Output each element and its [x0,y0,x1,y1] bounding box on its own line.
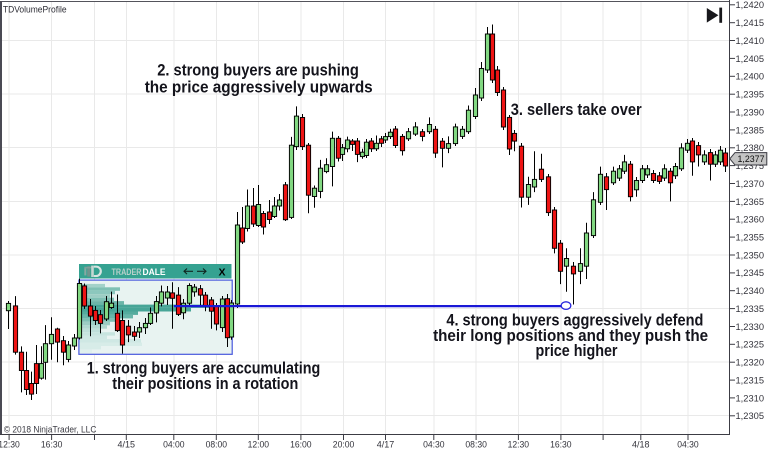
svg-text:their long positions and they: their long positions and they push the [433,326,708,345]
svg-text:08:00: 08:00 [206,440,228,451]
svg-text:1,2330: 1,2330 [736,322,765,333]
svg-text:1,2390: 1,2390 [736,107,765,118]
svg-text:1,2310: 1,2310 [736,393,765,404]
svg-text:2. strong buyers are pushing: 2. strong buyers are pushing [157,60,359,79]
svg-text:20:00: 20:00 [333,440,355,451]
svg-text:16:30: 16:30 [550,440,572,451]
svg-text:1. strong buyers are accumulat: 1. strong buyers are accumulating [87,359,320,378]
svg-text:1,2315: 1,2315 [736,376,765,387]
svg-text:4/17: 4/17 [377,440,395,451]
svg-text:1,2305: 1,2305 [736,411,765,422]
svg-text:1,2375: 1,2375 [736,161,765,172]
svg-text:TDVolumeProfile: TDVolumeProfile [3,5,67,16]
svg-text:4. strong buyers aggressively: 4. strong buyers aggressively defend [446,310,703,329]
svg-text:1,2380: 1,2380 [736,143,765,154]
svg-text:1,2377: 1,2377 [738,154,765,165]
svg-text:1,2405: 1,2405 [736,54,765,65]
svg-text:4/18: 4/18 [632,440,650,451]
svg-text:1,2365: 1,2365 [736,197,765,208]
svg-text:16:30: 16:30 [41,440,63,451]
svg-text:the price aggressively upwards: the price aggressively upwards [145,78,373,97]
svg-text:04:30: 04:30 [677,440,699,451]
svg-text:1,2325: 1,2325 [736,340,765,351]
svg-text:1,2320: 1,2320 [736,358,765,369]
svg-text:12:30: 12:30 [508,440,529,451]
svg-text:12:30: 12:30 [0,440,20,451]
svg-text:TRADER: TRADER [112,267,142,277]
svg-text:1,2360: 1,2360 [736,215,765,226]
svg-text:04:30: 04:30 [423,440,445,451]
svg-text:price higher: price higher [536,341,618,360]
svg-text:1,2410: 1,2410 [736,36,765,47]
svg-text:1,2415: 1,2415 [736,18,765,29]
svg-text:12:00: 12:00 [248,440,270,451]
svg-text:1,2350: 1,2350 [736,250,765,261]
svg-text:3. sellers take over: 3. sellers take over [511,100,642,119]
svg-text:04:00: 04:00 [163,440,185,451]
svg-text:1,2340: 1,2340 [736,286,765,297]
svg-text:1,2335: 1,2335 [736,304,765,315]
svg-text:1,2370: 1,2370 [736,179,765,190]
svg-text:their positions in a rotation: their positions in a rotation [112,374,298,393]
svg-text:1,2345: 1,2345 [736,268,765,279]
svg-text:DALE: DALE [143,267,166,277]
svg-text:1,2395: 1,2395 [736,90,765,101]
svg-text:08:30: 08:30 [465,440,487,451]
svg-text:1,2385: 1,2385 [736,125,765,136]
svg-text:4/15: 4/15 [118,440,136,451]
svg-text:1,2400: 1,2400 [736,72,765,83]
svg-text:© 2018 NinjaTrader, LLC: © 2018 NinjaTrader, LLC [4,425,97,436]
svg-text:X: X [219,267,226,279]
svg-text:16:00: 16:00 [290,440,312,451]
svg-text:1,2420: 1,2420 [736,0,765,11]
svg-text:1,2355: 1,2355 [736,233,765,244]
